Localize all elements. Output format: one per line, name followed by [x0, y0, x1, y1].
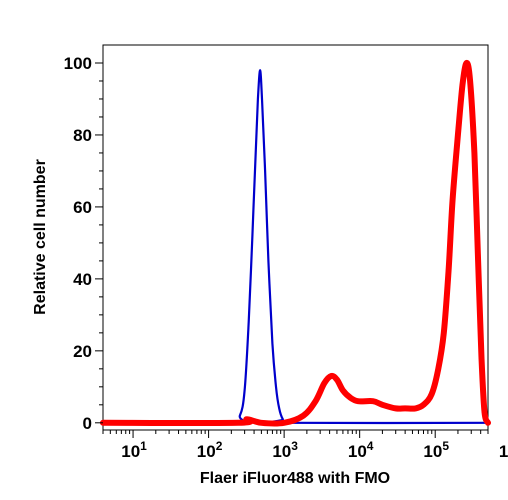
x-tick-label: 103 [272, 439, 298, 461]
x-tick-label: 106 [499, 439, 508, 461]
x-tick-label: 102 [197, 439, 223, 461]
plot-frame [102, 44, 489, 431]
y-tick-label: 40 [73, 270, 92, 289]
x-axis-title: Flaer iFluor488 with FMO [200, 470, 390, 487]
x-tick-label: 104 [348, 439, 374, 461]
x-axis: 101 102 103 104 105 106 [102, 430, 508, 461]
y-tick-label: 0 [83, 414, 92, 433]
x-tick-label: 105 [423, 439, 449, 461]
y-tick-label: 80 [73, 126, 92, 145]
series-line-blue [101, 69, 490, 425]
y-tick-label: 100 [64, 54, 92, 73]
x-tick-label: 101 [121, 439, 147, 461]
y-axis: 0 20 40 60 80 100 [64, 54, 103, 433]
series-line-red [100, 59, 491, 427]
y-axis-title: Relative cell number [32, 159, 49, 315]
y-tick-label: 20 [73, 342, 92, 361]
y-tick-label: 60 [73, 198, 92, 217]
series-curves [100, 59, 491, 427]
